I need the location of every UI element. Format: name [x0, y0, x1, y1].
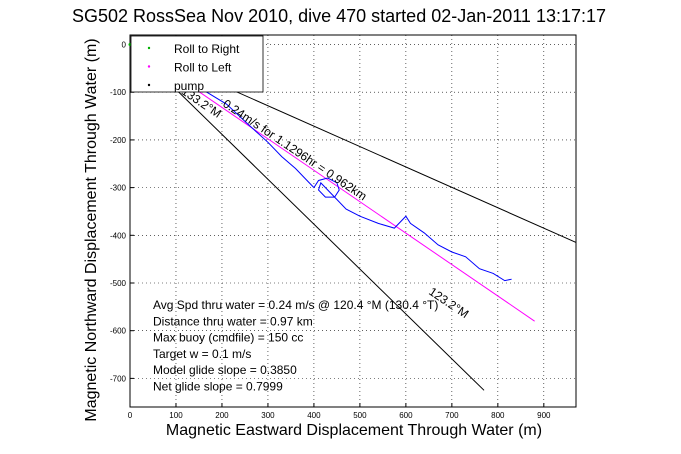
- y-tick-label: -500: [110, 279, 127, 288]
- x-tick-label: 700: [445, 411, 459, 420]
- x-tick-label: 600: [399, 411, 413, 420]
- x-axis-label: Magnetic Eastward Displacement Through W…: [166, 422, 542, 439]
- x-tick-label: 200: [215, 411, 229, 420]
- legend-marker: [147, 46, 151, 50]
- plot-area: [129, 34, 577, 408]
- x-tick-label: 0: [128, 411, 133, 420]
- guide-line: [129, 44, 485, 391]
- legend-label: pump: [174, 79, 204, 93]
- y-tick-label: 0: [122, 41, 127, 50]
- stats-line: Distance thru water = 0.97 km: [153, 314, 313, 328]
- y-axis-label: Magnetic Northward Displacement Through …: [83, 38, 100, 421]
- x-tick-label: 400: [307, 411, 321, 420]
- y-tick-label: -100: [110, 88, 127, 97]
- x-tick-label: 100: [169, 411, 183, 420]
- chart-title: SG502 RossSea Nov 2010, dive 470 started…: [72, 6, 606, 26]
- stats-block: Avg Spd thru water = 0.24 m/s @ 120.4 °M…: [153, 298, 438, 394]
- y-tick-label: -300: [110, 184, 127, 193]
- x-tick-label: 300: [261, 411, 275, 420]
- track-polyline: [129, 44, 512, 282]
- x-tick-label: 500: [353, 411, 367, 420]
- stats-line: Target w = 0.1 m/s: [153, 347, 251, 361]
- x-tick-label: 800: [491, 411, 505, 420]
- y-tick-label: -400: [110, 231, 127, 240]
- legend-label: Roll to Left: [174, 61, 232, 75]
- stats-line: Max buoy (cmdfile) = 150 cc: [153, 331, 303, 345]
- y-tick-label: -200: [110, 136, 127, 145]
- legend-marker: [147, 83, 151, 87]
- legend-label: Roll to Right: [174, 42, 240, 56]
- legend: Roll to Right Roll to Left pump: [130, 35, 264, 93]
- stats-line: Avg Spd thru water = 0.24 m/s @ 120.4 °M…: [153, 298, 438, 312]
- stats-line: Net glide slope = 0.7999: [153, 380, 283, 394]
- y-tick-label: -600: [110, 327, 127, 336]
- y-tick-label: -700: [110, 374, 127, 383]
- x-axis-ticks: 0 100 200 300 400 500 600 700 800 900: [128, 403, 551, 420]
- x-tick-label: 900: [537, 411, 551, 420]
- y-axis-ticks: 0 -100 -200 -300 -400 -500 -600 -700: [110, 41, 134, 383]
- legend-box: [130, 35, 264, 93]
- stats-line: Model glide slope = 0.3850: [153, 363, 297, 377]
- legend-marker: [147, 65, 151, 68]
